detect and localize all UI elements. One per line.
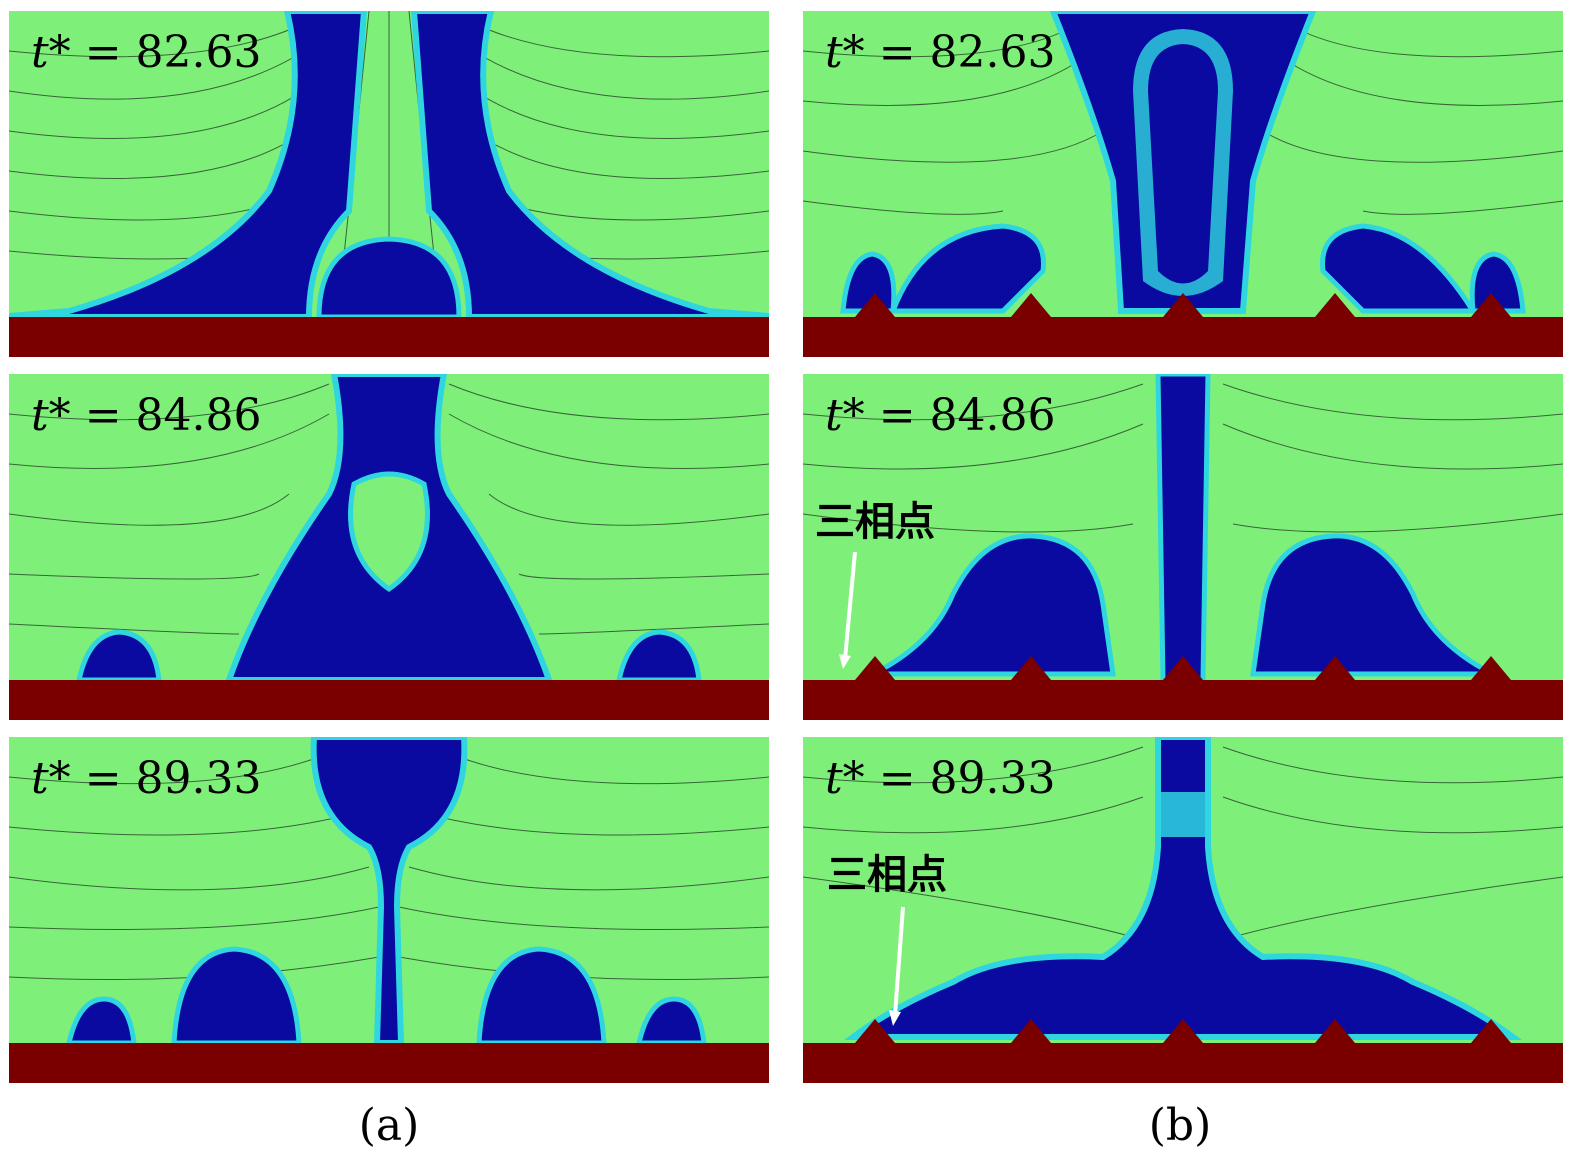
phase-field-plot bbox=[803, 11, 1563, 357]
streamlines bbox=[9, 756, 769, 980]
vapor-jet bbox=[1155, 374, 1211, 683]
cavity-peaks bbox=[855, 1019, 1511, 1043]
heated-wall bbox=[9, 1043, 769, 1083]
inner-vapor bbox=[1148, 44, 1218, 284]
heated-wall bbox=[803, 317, 1563, 357]
panel-b-1: t* = 82.63 bbox=[803, 11, 1563, 357]
caption-b: (b) bbox=[1148, 1100, 1212, 1151]
panel-a-2: t* = 84.86 bbox=[9, 374, 769, 720]
vapor-bubble-left bbox=[75, 629, 162, 683]
vapor-bubble-2 bbox=[171, 946, 302, 1046]
time-label: t* = 89.33 bbox=[825, 753, 1056, 804]
panel-b-3: t* = 89.33 三相点 bbox=[803, 737, 1563, 1083]
vapor-cap-left bbox=[889, 223, 1046, 314]
vapor-bubble-3 bbox=[476, 946, 607, 1046]
phase-field-plot bbox=[803, 737, 1563, 1083]
vapor-bubble-left bbox=[840, 251, 897, 314]
streamlines bbox=[803, 383, 1563, 533]
vapor-cap-right bbox=[1250, 533, 1495, 677]
phase-field-plot bbox=[9, 374, 769, 720]
heated-wall bbox=[803, 1043, 1563, 1083]
vapor-cap-right bbox=[1320, 223, 1478, 314]
panel-a-3: t* = 89.33 bbox=[9, 737, 769, 1083]
heated-wall bbox=[9, 317, 769, 357]
vapor-region-right bbox=[410, 11, 769, 320]
time-label: t* = 84.86 bbox=[825, 390, 1056, 441]
streamlines bbox=[9, 374, 769, 674]
vapor-bubble-4 bbox=[635, 996, 707, 1046]
triple-point-label: 三相点 bbox=[815, 499, 935, 545]
arrow-head bbox=[889, 1010, 901, 1026]
triple-point-arrow bbox=[843, 551, 857, 660]
liquid-pocket bbox=[348, 471, 430, 593]
arrow-head bbox=[839, 654, 851, 669]
cavity-peaks bbox=[855, 293, 1511, 317]
time-label: t* = 82.63 bbox=[31, 27, 262, 78]
time-label: t* = 84.86 bbox=[31, 390, 262, 441]
vapor-cap-left bbox=[871, 533, 1116, 677]
panel-a-1: t* = 82.63 bbox=[9, 11, 769, 357]
vapor-bubble bbox=[316, 236, 462, 320]
vapor-bubble-1 bbox=[65, 996, 137, 1046]
time-label: t* = 89.33 bbox=[31, 753, 262, 804]
heated-wall bbox=[9, 680, 769, 720]
vapor-film bbox=[843, 737, 1523, 1040]
triple-point-label: 三相点 bbox=[827, 852, 947, 898]
phase-field-plot bbox=[9, 11, 769, 357]
cavity-peaks bbox=[855, 656, 1511, 680]
vapor-bubble-right bbox=[615, 629, 702, 683]
caption-a: (a) bbox=[358, 1100, 420, 1151]
phase-field-plot bbox=[803, 374, 1563, 720]
phase-field-plot bbox=[9, 737, 769, 1083]
interface-pocket bbox=[1158, 792, 1208, 837]
time-label: t* = 82.63 bbox=[825, 27, 1056, 78]
triple-point-arrow bbox=[893, 906, 905, 1016]
heated-wall bbox=[803, 680, 1563, 720]
streamlines bbox=[803, 746, 1563, 938]
vapor-region-left bbox=[9, 11, 368, 320]
vapor-bubble-right bbox=[1469, 251, 1526, 314]
panel-b-2: t* = 84.86 三相点 bbox=[803, 374, 1563, 720]
